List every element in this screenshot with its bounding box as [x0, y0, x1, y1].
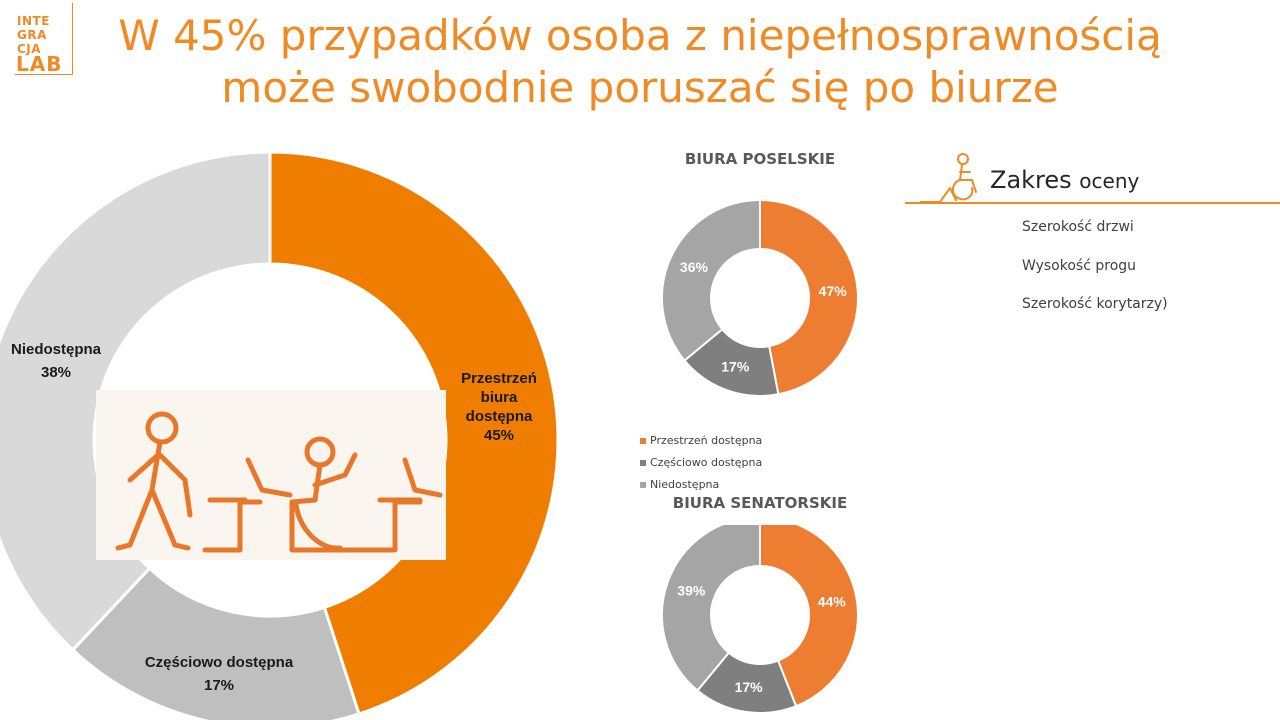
slice-accessible: [759, 525, 859, 708]
chart-legend: Przestrzeń dostępna Częściowo dostępna N…: [640, 430, 900, 496]
scope-item-threshold-height: Wysokość progu: [1022, 258, 1137, 274]
logo-line-2: GRA: [17, 28, 47, 42]
scope-item-corridor-width: Szerokość korytarzy): [1022, 296, 1168, 312]
slice-inaccessible: [661, 525, 761, 692]
people-at-desks-illustration: [96, 390, 446, 560]
label-inaccessible: Niedostępna 38%: [11, 341, 102, 381]
main-donut-chart: Przestrzeń biura dostępna 45% Częściowo dost…: [0, 150, 560, 720]
value-label-inaccessible: 36%: [680, 259, 709, 275]
scope-item-door-width: Szerokość drzwi: [1022, 219, 1134, 235]
chart-title-poselskie: BIURA POSELSKIE: [684, 150, 836, 168]
label-partial: Częściowo dostępna 17%: [145, 654, 294, 694]
slice-inaccessible: [661, 198, 761, 362]
scope-title: Zakres oceny: [990, 166, 1139, 194]
legend-item-inaccessible: Niedostępna: [640, 474, 719, 496]
slice-accessible: [268, 150, 560, 716]
legend-item-partial: Częściowo dostępna: [640, 452, 762, 474]
wheelchair-user-icon: [920, 153, 977, 203]
integracja-lab-logo: INTE GRA CJA LAB: [15, 3, 73, 75]
title-line-1: W 45% przypadków osoba z niepełnosprawno…: [118, 11, 1162, 60]
title-line-2: może swobodnie poruszać się po biurze: [221, 63, 1059, 112]
legend-label-partial: Częściowo dostępna: [650, 456, 763, 469]
value-label-partial: 17%: [735, 679, 764, 695]
legend-item-accessible: Przestrzeń dostępna: [640, 430, 762, 452]
legend-swatch-inaccessible: [640, 482, 646, 488]
label-accessible: Przestrzeń biura dostępna 45%: [461, 370, 537, 444]
slice-accessible: [759, 198, 859, 396]
value-label-accessible: 47%: [819, 283, 848, 299]
scope-title-small: oceny: [1079, 169, 1140, 193]
legend-label-accessible: Przestrzeń dostępna: [650, 434, 763, 447]
legend-label-inaccessible: Niedostępna: [650, 478, 720, 491]
logo-line-4: LAB: [16, 52, 63, 76]
value-label-inaccessible: 39%: [677, 582, 706, 598]
page-title: W 45% przypadków osoba z niepełnosprawno…: [100, 10, 1180, 114]
donut-chart-poselskie: 47% 17% 36%: [661, 198, 859, 397]
chart-title-senatorskie: BIURA SENATORSKIE: [672, 494, 848, 512]
scope-title-main: Zakres: [990, 166, 1072, 194]
legend-swatch-partial: [640, 460, 646, 466]
legend-swatch-accessible: [640, 438, 646, 444]
logo-line-1: INTE: [17, 14, 50, 28]
value-label-accessible: 44%: [818, 593, 847, 609]
scope-divider: [905, 202, 1280, 204]
logo-line-3: CJA: [17, 42, 42, 56]
value-label-partial: 17%: [721, 359, 750, 375]
donut-chart-senatorskie: 44% 17% 39%: [661, 525, 859, 714]
slice-inaccessible: [0, 150, 272, 653]
